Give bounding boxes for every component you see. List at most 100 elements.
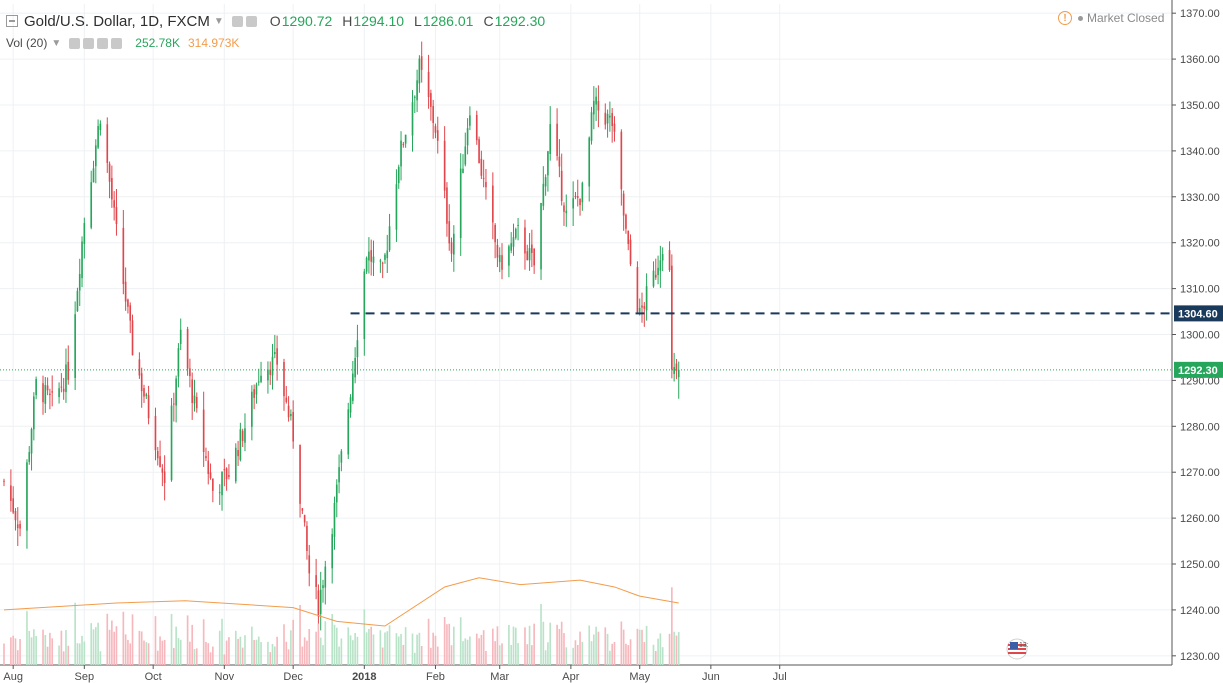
- candle-body: [512, 237, 515, 247]
- volume-add-icon[interactable]: [97, 37, 109, 49]
- candle-body: [641, 305, 643, 308]
- candle-body: [241, 430, 244, 441]
- settings-icon[interactable]: [231, 15, 243, 27]
- candle-body: [524, 227, 526, 254]
- market-status[interactable]: ! Market Closed: [1058, 11, 1164, 25]
- low-label: L: [414, 13, 422, 29]
- candle-body: [324, 566, 327, 588]
- volume-bar: [65, 630, 67, 665]
- candle-body: [677, 369, 680, 378]
- candle-body: [365, 257, 368, 272]
- volume-ma-value: 314.973K: [187, 36, 240, 50]
- volume-label[interactable]: Vol (20): [6, 36, 48, 50]
- candle-body: [659, 260, 662, 271]
- volume-visibility-icon[interactable]: [69, 37, 81, 49]
- candle-body: [404, 134, 407, 144]
- candle-body: [514, 228, 517, 238]
- candle-body: [267, 369, 269, 381]
- support-level-tag[interactable]: [1174, 305, 1223, 322]
- candle-body: [402, 144, 405, 146]
- volume-bar: [131, 614, 134, 665]
- candle-body: [51, 391, 54, 393]
- volume-bar: [237, 638, 239, 665]
- volume-bar: [675, 635, 678, 665]
- volume-bar: [191, 624, 194, 665]
- y-tick-label: 1270.00: [1180, 467, 1220, 479]
- candle-body: [418, 58, 421, 84]
- volume-bar: [478, 638, 480, 665]
- volume-bar: [234, 630, 237, 665]
- volume-bar: [512, 626, 515, 665]
- candle-body: [212, 478, 214, 491]
- candle-body: [482, 177, 485, 179]
- volume-bar: [177, 638, 180, 665]
- volume-bar: [28, 630, 31, 665]
- volume-bar: [99, 651, 102, 665]
- volume-bar: [485, 650, 487, 665]
- volume-bar: [30, 637, 33, 665]
- candle-body: [620, 131, 623, 190]
- candle-body: [528, 248, 531, 261]
- volume-settings-icon[interactable]: [83, 37, 95, 49]
- candle-body: [273, 352, 276, 355]
- volume-bar: [430, 647, 432, 665]
- candle-body: [469, 115, 471, 126]
- candle-body: [604, 112, 607, 125]
- volume-bar: [340, 638, 343, 665]
- volume-bar: [482, 630, 485, 665]
- candle-body: [129, 305, 132, 321]
- high-label: H: [342, 13, 353, 29]
- candle-body: [609, 115, 611, 118]
- volume-bar: [386, 631, 389, 665]
- volume-bar: [480, 634, 483, 665]
- symbol-title[interactable]: Gold/U.S. Dollar, 1D, FXCM: [24, 12, 210, 30]
- volume-bar: [179, 639, 182, 665]
- volume-bar: [404, 627, 407, 665]
- candle-body: [244, 428, 246, 443]
- x-tick-label: 2018: [352, 671, 376, 683]
- volume-more-icon[interactable]: [111, 37, 123, 49]
- candle-body: [191, 379, 194, 403]
- volume-bar: [604, 627, 607, 665]
- volume-bar: [494, 641, 496, 665]
- candle-body: [83, 223, 86, 244]
- volume-bar: [115, 626, 118, 665]
- candle-body: [14, 510, 17, 521]
- warning-icon[interactable]: !: [1058, 11, 1072, 25]
- volume-bar: [443, 616, 446, 665]
- volume-bar: [354, 632, 356, 665]
- status-dot-icon: [1078, 15, 1083, 21]
- volume-bar: [450, 645, 453, 665]
- volume-bar: [592, 634, 595, 665]
- volume-bar: [51, 638, 54, 665]
- volume-legend[interactable]: Vol (20) ▼ 252.78K 314.973K: [6, 33, 239, 53]
- candle-body: [74, 314, 76, 378]
- volume-bar: [611, 643, 614, 665]
- candle-body: [450, 242, 453, 254]
- candle-body: [338, 467, 340, 483]
- volume-bar: [549, 622, 552, 665]
- volume-ma-line: [3, 577, 679, 627]
- format-icon[interactable]: [245, 15, 257, 27]
- candle-body: [159, 456, 161, 467]
- low-value: 1286.01: [422, 13, 474, 29]
- candle-body: [140, 373, 143, 392]
- x-tick-label: Sep: [75, 671, 95, 683]
- volume-bar: [508, 624, 510, 665]
- volume-bar: [540, 603, 542, 665]
- high-value: 1294.10: [353, 13, 405, 29]
- last-price-tag: [1174, 361, 1223, 378]
- candle-body: [333, 502, 336, 537]
- candle-body: [668, 250, 671, 271]
- candle-body: [42, 383, 44, 403]
- candle-body: [257, 381, 260, 383]
- volume-chevron-down-icon[interactable]: ▼: [51, 37, 62, 49]
- volume-bar: [113, 631, 115, 665]
- chevron-down-icon[interactable]: ▼: [213, 15, 224, 27]
- x-tick-label: Nov: [215, 671, 235, 683]
- collapse-legend-icon[interactable]: [6, 15, 18, 27]
- volume-bar: [303, 637, 306, 665]
